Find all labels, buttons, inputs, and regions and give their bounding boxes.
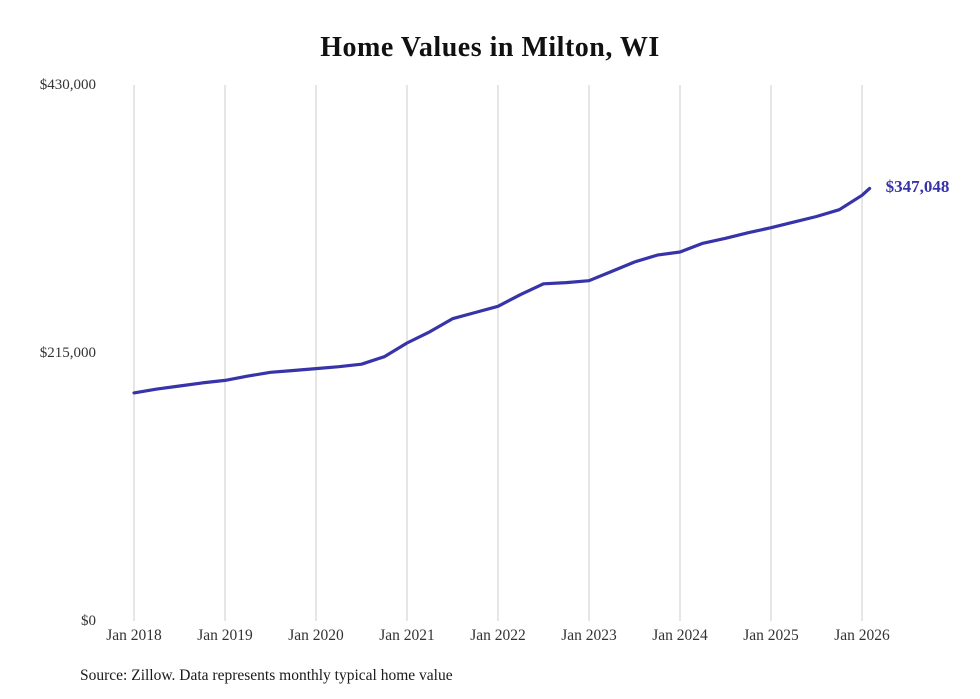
chart-title: Home Values in Milton, WI <box>320 32 660 63</box>
x-tick-label: Jan 2025 <box>743 627 799 644</box>
x-tick-label: Jan 2024 <box>652 627 708 644</box>
x-tick-label: Jan 2021 <box>379 627 435 644</box>
y-tick-label: $430,000 <box>39 77 96 93</box>
x-tick-label: Jan 2022 <box>470 627 526 644</box>
latest-value-label: $347,048 <box>885 177 950 197</box>
x-tick-label: Jan 2020 <box>288 627 344 644</box>
y-tick-label: $215,000 <box>39 345 96 361</box>
x-tick-label: Jan 2018 <box>106 627 162 644</box>
x-tick-label: Jan 2019 <box>197 627 253 644</box>
x-tick-label: Jan 2023 <box>561 627 617 644</box>
source-note: Source: Zillow. Data represents monthly … <box>80 667 453 684</box>
home-value-line <box>132 186 872 395</box>
y-tick-label: $0 <box>81 613 96 629</box>
x-tick-label: Jan 2026 <box>834 627 890 644</box>
